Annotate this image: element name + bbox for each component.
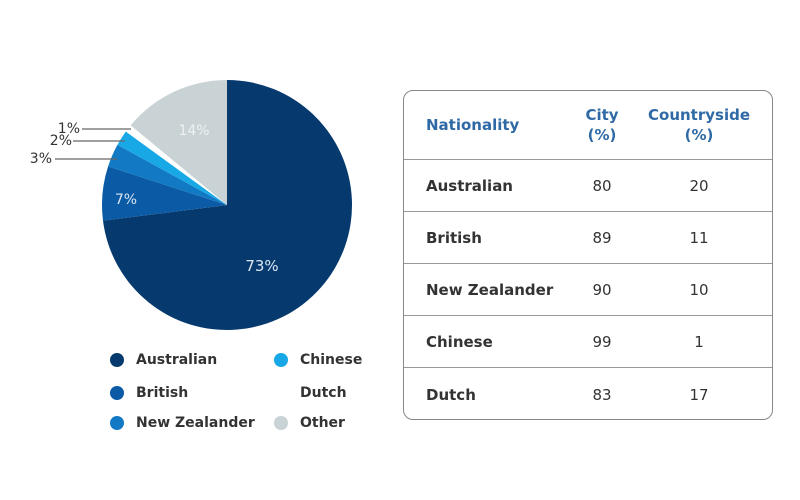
header-nationality: Nationality [426, 116, 520, 134]
table-row: Australian 80 20 [404, 159, 772, 211]
legend-item-other: Other [274, 415, 345, 431]
legend-swatch [110, 386, 124, 400]
header-countryside: Countryside (%) [648, 106, 750, 144]
slice-label-british: 7% [115, 192, 137, 208]
legend-item-dutch: Dutch [274, 385, 347, 401]
pie-slice-other [130, 80, 227, 205]
legend-swatch [274, 386, 288, 400]
slice-label-australian: 73% [245, 257, 278, 275]
table-row: Dutch 83 17 [404, 367, 772, 419]
table-row: Chinese 99 1 [404, 315, 772, 367]
nationality-table: Nationality City (%) Countryside (%) Aus… [403, 90, 773, 420]
legend-item-new-zealander: New Zealander [110, 415, 255, 431]
slice-label-other: 14% [178, 123, 209, 139]
legend-swatch [274, 353, 288, 367]
slice-label-dutch: 1% [58, 121, 80, 137]
pie-slice-chinese [117, 131, 227, 205]
table-row: British 89 11 [404, 211, 772, 263]
header-city: City (%) [585, 106, 619, 144]
pie-slice-dutch [125, 125, 227, 205]
legend-item-australian: Australian [110, 352, 217, 368]
slice-label-nz: 3% [30, 151, 52, 167]
legend-swatch [274, 416, 288, 430]
legend-swatch [110, 353, 124, 367]
pie-slice-new-zealander [108, 144, 227, 205]
table-header: Nationality City (%) Countryside (%) [404, 91, 772, 159]
legend-item-british: British [110, 385, 188, 401]
slice-label-chinese: 2% [50, 133, 72, 149]
table-row: New Zealander 90 10 [404, 263, 772, 315]
pie-chart: 73% 7% 14% 1% 2% 3% [30, 80, 352, 330]
legend-swatch [110, 416, 124, 430]
legend-item-chinese: Chinese [274, 352, 362, 368]
pie-slice-british [102, 166, 227, 221]
pie-slice-australian [102, 80, 352, 330]
